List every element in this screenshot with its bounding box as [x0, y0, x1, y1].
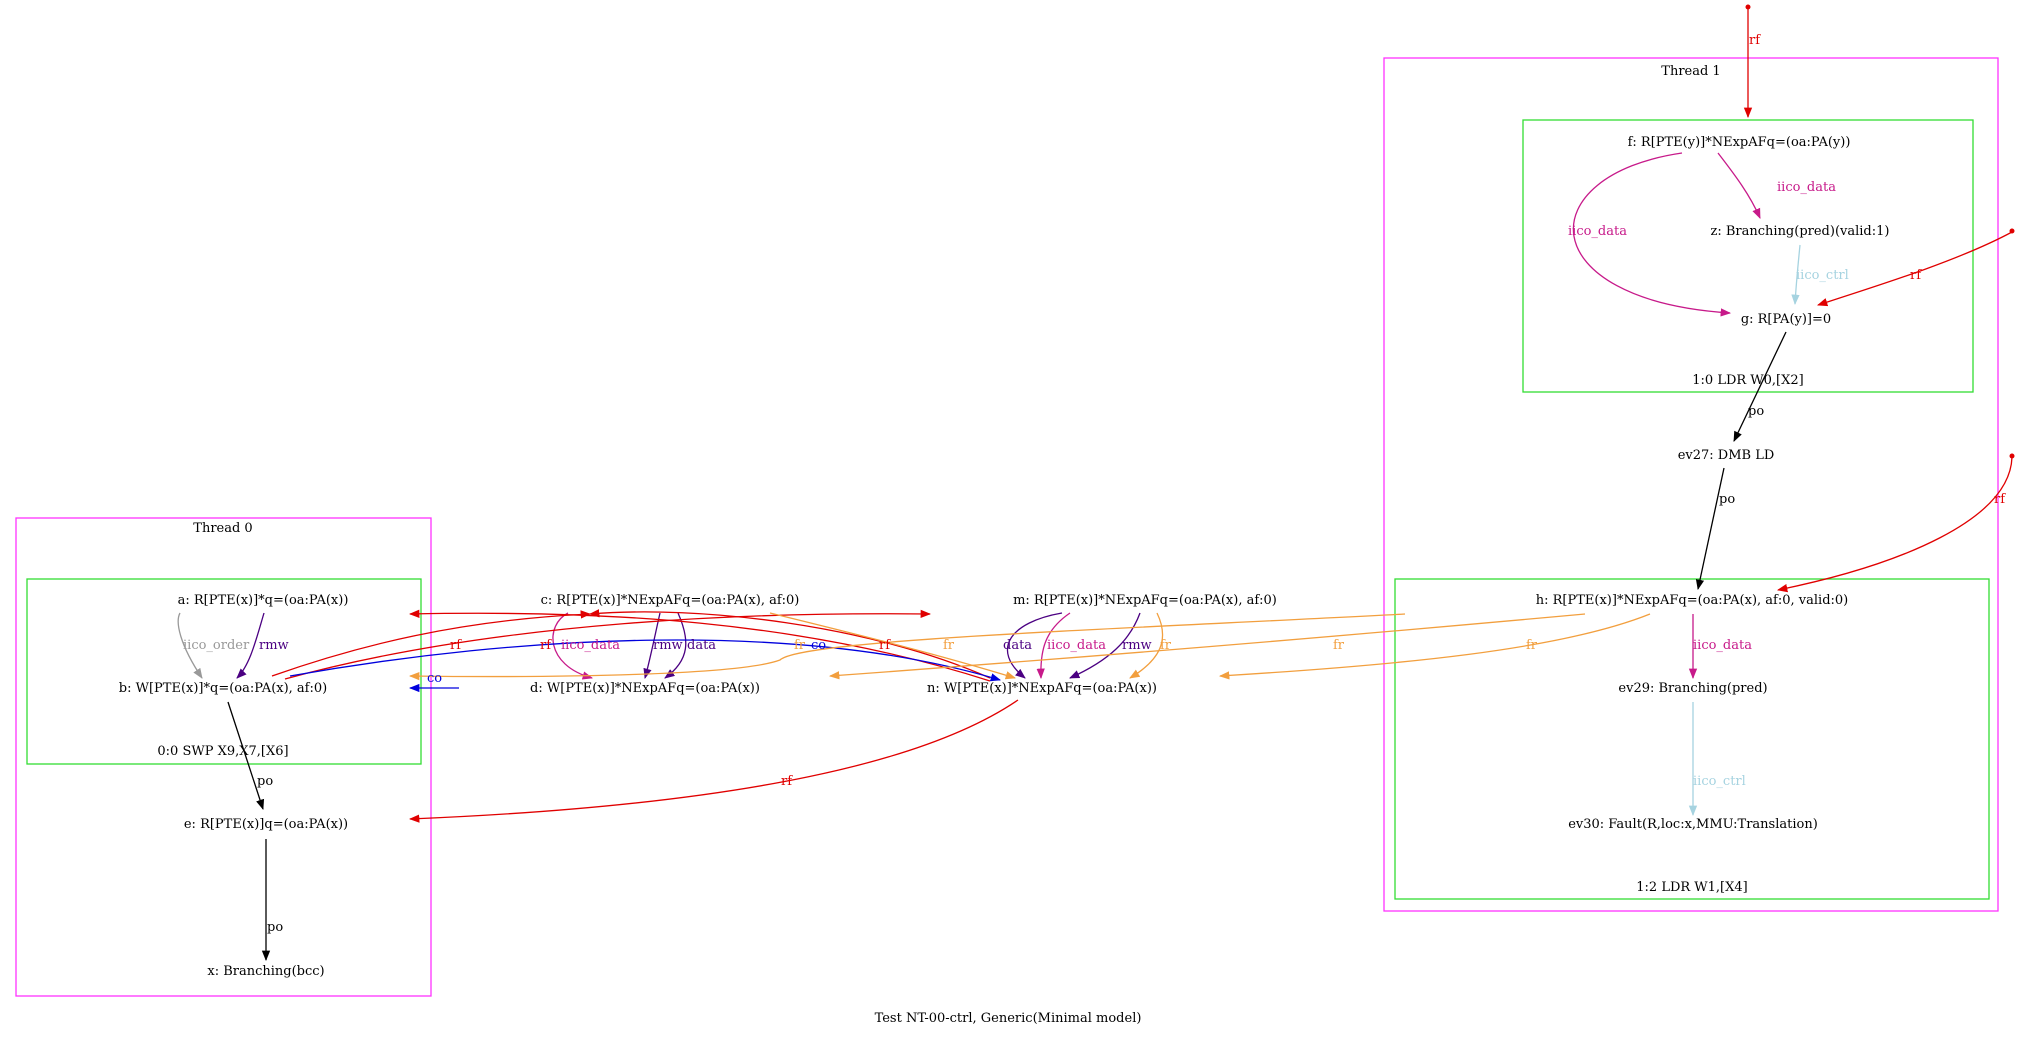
edge-rmw-a-b: [236, 612, 265, 679]
edge-fr-h-n-left: [828, 613, 1586, 680]
label-iico-data-m-n: iico_data: [1047, 638, 1106, 653]
label-co-b-n: co: [811, 638, 826, 653]
edge-iico-data-f-g: [1572, 152, 1732, 317]
edge-rf-ext-h: [1776, 456, 2013, 593]
graph-caption: Test NT-00-ctrl, Generic(Minimal model): [875, 1011, 1142, 1026]
node-g: g: R[PA(y)]=0: [1741, 312, 1831, 327]
edge-data-m-n: [1006, 612, 1063, 679]
label-fr-h-b: fr: [794, 638, 806, 653]
label-data-m-n: data: [1003, 638, 1032, 653]
label-rf-ext-g: rf: [1910, 268, 1922, 283]
edge-iico-order-a-b: [177, 612, 203, 679]
edge-iico-data-c-d: [552, 612, 594, 680]
t0-instr0-label: 0:0 SWP X9,X7,[X6]: [157, 744, 288, 759]
edge-rf-n-c: [588, 609, 991, 679]
edge-fr-h-b: [408, 613, 1406, 681]
edge-fr-h-n-right: [1218, 613, 1651, 680]
rf-source-dot-2: [2009, 228, 2015, 234]
edge-po-b-e: [227, 701, 265, 810]
label-rmw-a-b: rmw: [259, 638, 289, 653]
thread1-box: [1383, 57, 1999, 912]
label-po-g-ev27: po: [1748, 404, 1764, 419]
label-fr-h-n-left: fr: [1333, 638, 1345, 653]
label-iico-data-f-z: iico_data: [1777, 180, 1836, 195]
edge-rf-b-c: [271, 610, 592, 677]
node-z: z: Branching(pred)(valid:1): [1711, 224, 1890, 239]
label-iico-ctrl-z-g: iico_ctrl: [1796, 268, 1849, 283]
label-po-b-e: po: [257, 774, 273, 789]
edge-rmw-m-n: [1069, 612, 1141, 679]
node-ev30: ev30: Fault(R,loc:x,MMU:Translation): [1568, 817, 1818, 832]
edge-rf-b-m: [284, 609, 932, 680]
label-rf-b-c: rf: [450, 638, 462, 653]
label-rmw-m-n: rmw: [1122, 638, 1152, 653]
label-fr-c-n: fr: [943, 638, 955, 653]
label-rmw-c-d: rmw: [653, 638, 683, 653]
t1-instr0-box: [1522, 119, 1974, 393]
thread1-label: Thread 1: [1661, 64, 1720, 79]
thread0-box: [15, 517, 432, 997]
node-n: n: W[PTE(x)]*NExpAFq=(oa:PA(x)): [927, 681, 1157, 696]
edge-rf-ext-g: [1817, 231, 2013, 307]
edge-iico-data-m-n: [1036, 612, 1071, 680]
thread0-label: Thread 0: [193, 521, 252, 536]
node-x: x: Branching(bcc): [207, 964, 324, 979]
label-rf-c: rf: [540, 638, 552, 653]
edge-po-ev27-h: [1695, 467, 1725, 591]
node-ev29: ev29: Branching(pred): [1618, 681, 1767, 696]
label-rf-n: rf: [879, 638, 891, 653]
rf-source-dot-3: [2009, 453, 2015, 459]
node-a: a: R[PTE(x)]*q=(oa:PA(x)): [178, 593, 349, 608]
node-e: e: R[PTE(x)]q=(oa:PA(x)): [184, 817, 348, 832]
edge-co-b-n: [289, 639, 1001, 682]
label-rf-ext-f: rf: [1749, 33, 1761, 48]
node-b: b: W[PTE(x)]*q=(oa:PA(x), af:0): [119, 681, 327, 696]
node-ev27: ev27: DMB LD: [1678, 448, 1775, 463]
t0-instr0-box: [26, 578, 422, 765]
label-iico-data-f-g: iico_data: [1568, 224, 1627, 239]
node-d: d: W[PTE(x)]*NExpAFq=(oa:PA(x)): [530, 681, 760, 696]
label-co-stub: co: [427, 671, 442, 686]
label-fr-m-n: fr: [1160, 638, 1172, 653]
edge-rf-n-e: [408, 699, 1019, 823]
label-rf-ext-h: rf: [1994, 492, 2006, 507]
label-fr-h-n-right: fr: [1526, 638, 1538, 653]
label-iico-order-a-b: iico_order: [183, 638, 250, 653]
t1-instr2-box: [1394, 578, 1990, 900]
rf-source-dot-1: [1745, 4, 1751, 10]
edge-po-g-ev27: [1733, 331, 1787, 442]
node-h: h: R[PTE(x)]*NExpAFq=(oa:PA(x), af:0, va…: [1536, 593, 1848, 608]
node-c: c: R[PTE(x)]*NExpAFq=(oa:PA(x), af:0): [541, 593, 800, 608]
node-f: f: R[PTE(y)]*NExpAFq=(oa:PA(y)): [1628, 135, 1851, 150]
t1-instr0-label: 1:0 LDR W0,[X2]: [1692, 373, 1803, 388]
label-po-ev27-h: po: [1719, 492, 1735, 507]
label-iico-data-h-ev29: iico_data: [1693, 638, 1752, 653]
label-data-c-d: data: [687, 638, 716, 653]
edge-iico-data-f-z: [1717, 152, 1761, 219]
t1-instr2-label: 1:2 LDR W1,[X4]: [1636, 880, 1747, 895]
edge-fr-c-n: [769, 612, 1016, 680]
edge-iico-ctrl-z-g: [1791, 244, 1801, 306]
edge-fr-m-n: [1129, 612, 1164, 679]
label-po-e-x: po: [267, 920, 283, 935]
label-rf-n-e: rf: [781, 774, 793, 789]
label-iico-data-c-d: iico_data: [561, 638, 620, 653]
label-iico-ctrl-ev29-ev30: iico_ctrl: [1693, 774, 1746, 789]
node-m: m: R[PTE(x)]*NExpAFq=(oa:PA(x), af:0): [1013, 593, 1277, 608]
